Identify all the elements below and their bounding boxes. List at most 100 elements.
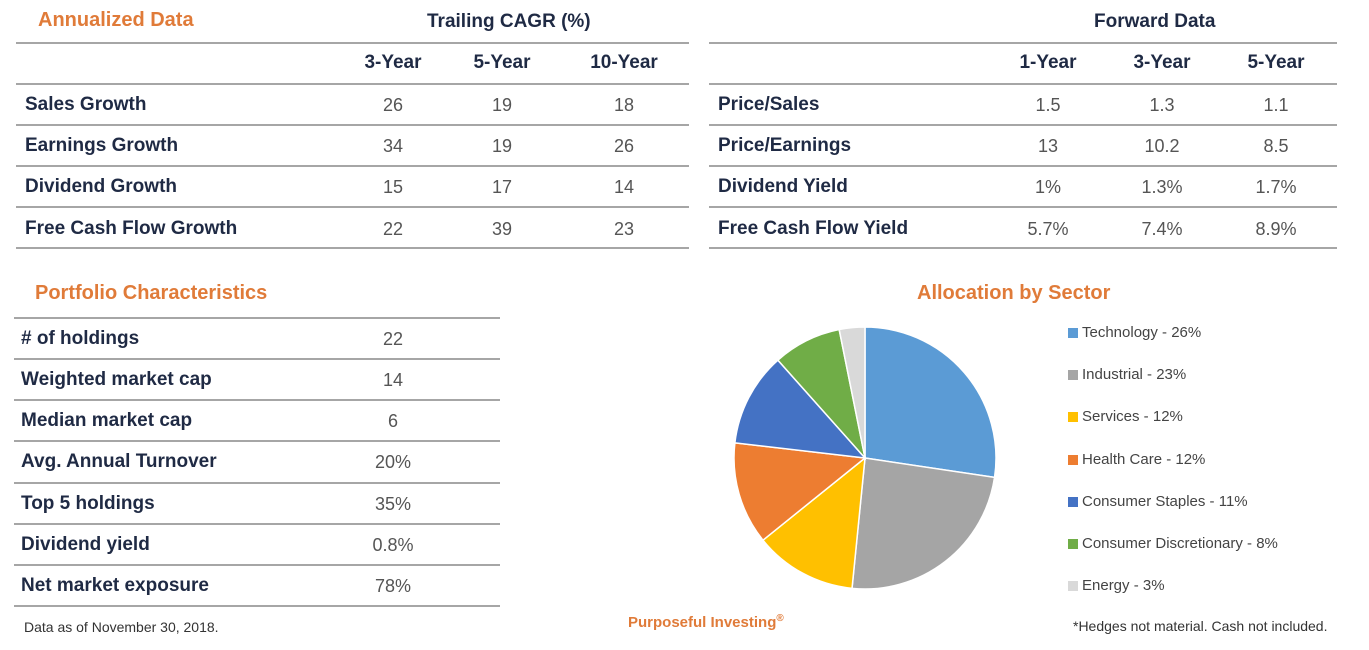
cell: 26 <box>613 136 635 156</box>
col-5-year: 5-Year <box>473 52 531 73</box>
divider <box>14 399 500 401</box>
legend-item-services: Services - 12% <box>1068 408 1183 425</box>
legend-item-consumer-discretionary: Consumer Discretionary - 8% <box>1068 535 1278 552</box>
cell: 8.5 <box>1263 136 1289 156</box>
legend-swatch <box>1068 580 1078 591</box>
divider <box>16 124 689 126</box>
legend-item-industrial: Industrial - 23% <box>1068 366 1186 383</box>
cell: 22 <box>382 219 404 239</box>
cell: 1.3% <box>1141 177 1183 197</box>
cell: 14 <box>613 177 635 197</box>
divider <box>16 83 689 85</box>
chart-title: Allocation by Sector <box>917 282 1111 304</box>
divider <box>14 317 500 319</box>
registered-mark: ® <box>776 613 784 624</box>
cell: 35% <box>374 494 412 514</box>
forward-title: Forward Data <box>1094 11 1216 32</box>
divider <box>14 482 500 484</box>
divider <box>709 42 1337 44</box>
row-label: Dividend yield <box>21 534 150 555</box>
cell: 7.4% <box>1141 219 1183 239</box>
cell: 22 <box>382 329 404 349</box>
cell: 39 <box>491 219 513 239</box>
legend-label: Services - 12% <box>1082 408 1183 425</box>
cell: 1.7% <box>1255 177 1297 197</box>
divider <box>14 564 500 566</box>
row-label: Free Cash Flow Yield <box>718 218 909 239</box>
divider <box>709 247 1337 249</box>
cell: 19 <box>491 95 513 115</box>
legend-label: Technology - 26% <box>1082 324 1202 341</box>
legend-swatch <box>1068 369 1078 380</box>
legend-label: Energy - 3% <box>1082 577 1165 594</box>
row-label: Net market exposure <box>21 575 209 596</box>
row-label: Price/Earnings <box>718 135 852 156</box>
pie-slice-health-care <box>733 442 867 542</box>
pie-slice-energy <box>838 326 866 459</box>
legend-item-consumer-staples: Consumer Staples - 11% <box>1068 493 1248 510</box>
cell: 20% <box>374 452 412 472</box>
row-label: Earnings Growth <box>25 135 179 156</box>
row-label: # of holdings <box>21 328 140 349</box>
row-label: Weighted market cap <box>21 369 212 390</box>
cell: 1.1 <box>1263 95 1289 115</box>
cell: 10.2 <box>1144 136 1180 156</box>
trailing-cagr-header: Trailing CAGR (%) <box>427 11 591 32</box>
cell: 15 <box>382 177 404 197</box>
cell: 0.8% <box>372 535 414 555</box>
cell: 1.3 <box>1149 95 1175 115</box>
brand-tagline: Purposeful Investing® <box>628 613 784 631</box>
disclaimer: *Hedges not material. Cash not included. <box>1073 618 1328 634</box>
divider <box>709 206 1337 208</box>
legend-swatch <box>1068 454 1078 465</box>
col-3-year: 3-Year <box>1133 52 1191 73</box>
legend-swatch <box>1068 538 1078 549</box>
row-label: Median market cap <box>21 410 193 431</box>
row-label: Dividend Yield <box>718 176 848 197</box>
cell: 34 <box>382 136 404 156</box>
cell: 14 <box>382 370 404 390</box>
divider <box>709 165 1337 167</box>
pie-slice-technology <box>864 326 997 479</box>
cell: 5.7% <box>1027 219 1069 239</box>
row-label: Sales Growth <box>25 94 147 115</box>
row-label: Avg. Annual Turnover <box>21 451 217 472</box>
cell: 19 <box>491 136 513 156</box>
legend-swatch <box>1068 411 1078 422</box>
portfolio-title: Portfolio Characteristics <box>35 282 268 304</box>
divider <box>16 165 689 167</box>
row-label: Top 5 holdings <box>21 493 155 514</box>
cell: 8.9% <box>1255 219 1297 239</box>
divider <box>14 440 500 442</box>
sector-pie-chart <box>733 326 997 590</box>
cell: 1% <box>1034 177 1061 197</box>
cell: 13 <box>1037 136 1059 156</box>
divider <box>709 83 1337 85</box>
cell: 78% <box>374 576 412 596</box>
cell: 1.5 <box>1035 95 1061 115</box>
brand-text: Purposeful Investing <box>628 614 777 631</box>
pie-slice-services <box>761 456 866 590</box>
cell: 6 <box>387 411 398 431</box>
legend-label: Consumer Staples - 11% <box>1082 493 1248 510</box>
row-label: Dividend Growth <box>25 176 177 197</box>
legend-item-energy: Energy - 3% <box>1068 577 1165 594</box>
divider <box>14 358 500 360</box>
legend-label: Health Care - 12% <box>1082 451 1206 468</box>
pie-slice-industrial <box>851 457 996 590</box>
date-note: Data as of November 30, 2018. <box>24 619 219 635</box>
legend-item-health-care: Health Care - 12% <box>1068 451 1205 468</box>
legend-label: Consumer Discretionary - 8% <box>1082 535 1278 552</box>
row-label: Price/Sales <box>718 94 820 115</box>
divider <box>709 124 1337 126</box>
divider <box>16 247 689 249</box>
legend-label: Industrial - 23% <box>1082 366 1187 383</box>
legend-swatch <box>1068 327 1078 338</box>
annualized-title: Annualized Data <box>38 9 194 31</box>
pie-slice-consumer-staples <box>734 359 867 459</box>
divider <box>16 42 689 44</box>
cell: 26 <box>382 95 404 115</box>
cell: 17 <box>491 177 513 197</box>
cell: 18 <box>613 95 635 115</box>
col-10-year: 10-Year <box>590 52 658 73</box>
